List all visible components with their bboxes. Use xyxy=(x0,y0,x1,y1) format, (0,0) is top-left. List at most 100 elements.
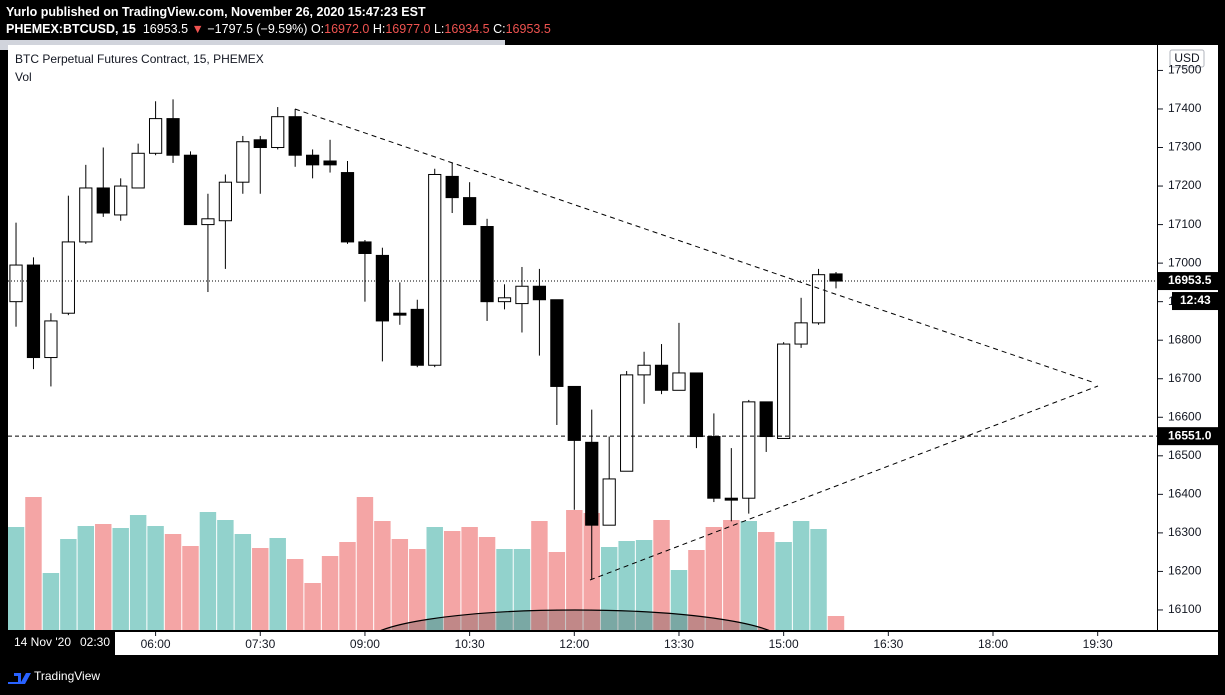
candle-body xyxy=(445,175,459,199)
last: 16953.5 xyxy=(142,22,189,36)
volume-label: Vol xyxy=(15,70,32,84)
volume-bar xyxy=(478,537,496,630)
candle-body xyxy=(44,320,58,359)
volume-bar xyxy=(531,521,548,630)
ohlc-label: O: xyxy=(310,22,325,36)
date-box xyxy=(8,632,115,655)
logo xyxy=(8,673,31,684)
volume-bar xyxy=(810,529,827,630)
candle-body xyxy=(148,118,163,154)
chart-title: BTC Perpetual Futures Contract, 15, PHEM… xyxy=(15,52,264,66)
y-tick-label: 16700 xyxy=(1168,371,1202,385)
candle-body xyxy=(114,185,128,216)
y-tick-label: 16400 xyxy=(1168,487,1202,501)
candle-body xyxy=(79,187,93,243)
candle-body xyxy=(497,297,512,303)
candle-body xyxy=(271,116,285,149)
volume-bar xyxy=(635,540,653,630)
candle-body xyxy=(323,160,337,166)
volume-bar xyxy=(827,616,845,630)
volume-bar xyxy=(339,542,356,630)
candle-body xyxy=(567,385,581,441)
ohlc-value: 16972.0 xyxy=(324,22,370,36)
volume-bar xyxy=(653,520,670,630)
ohlc-value: 16934.5 xyxy=(444,22,490,36)
volume-bar xyxy=(740,521,757,630)
x-tick-label: 13:30 xyxy=(664,637,694,651)
currency-box[interactable] xyxy=(1169,49,1205,68)
ohlc-label: L: xyxy=(433,22,445,36)
candle-body xyxy=(759,401,773,438)
candle-body xyxy=(777,343,791,439)
volume-bar xyxy=(461,527,478,630)
candle-body xyxy=(236,141,250,183)
volume-bar xyxy=(199,512,217,630)
volume-bar xyxy=(705,527,723,630)
publisher: Yurlo published on TradingView.com, Nove… xyxy=(6,5,426,19)
volume-bar xyxy=(234,534,252,630)
candle-body xyxy=(61,241,75,314)
y-tick-label: 16500 xyxy=(1168,448,1202,462)
volume-bar xyxy=(304,583,321,630)
brand: TradingView xyxy=(34,669,100,683)
candle-body xyxy=(620,374,634,472)
volume-bar xyxy=(600,547,618,630)
volume-bar xyxy=(252,548,269,630)
candle-body xyxy=(480,226,494,303)
y-tick-label: 16800 xyxy=(1168,332,1202,346)
candle-body xyxy=(672,372,686,391)
candle-body xyxy=(166,118,180,156)
volume-bar xyxy=(566,510,583,630)
start-time: 02:30 xyxy=(80,635,110,649)
y-tick-label: 17300 xyxy=(1168,140,1202,154)
candle-body xyxy=(829,273,843,282)
x-tick-label: 09:00 xyxy=(350,637,380,651)
volume-bar xyxy=(8,527,25,630)
candle-body xyxy=(375,254,389,322)
volume-bar xyxy=(513,549,531,630)
volume-bar xyxy=(496,549,513,630)
volume-bar xyxy=(409,549,426,630)
ellipse-drawing xyxy=(380,609,770,630)
volume-bar xyxy=(374,521,391,630)
y-tick-label: 17400 xyxy=(1168,101,1202,115)
candle-body xyxy=(358,241,372,254)
candle-body xyxy=(585,441,599,526)
ohlc-label: H: xyxy=(372,22,386,36)
candle-body xyxy=(637,364,651,376)
candle-body xyxy=(9,264,23,303)
currency: USD xyxy=(1174,51,1200,65)
volume-bar xyxy=(60,539,77,630)
trend-line xyxy=(589,385,1099,581)
volume-bar xyxy=(757,532,775,630)
volume-bar xyxy=(25,497,42,630)
candle-body xyxy=(707,436,721,499)
ohlc: O:16972.0 H:16977.0 L:16934.5 C:16953.5 xyxy=(311,22,551,36)
volume-bar xyxy=(95,524,112,630)
volume-bar xyxy=(426,527,443,630)
trend-line xyxy=(294,108,1096,384)
candle-body xyxy=(550,299,564,387)
candle-body xyxy=(393,312,407,316)
y-tick-label: 17500 xyxy=(1168,63,1202,77)
volume-bar xyxy=(129,515,147,630)
candles xyxy=(9,99,843,580)
candle-body xyxy=(654,364,669,391)
volume-bar xyxy=(443,531,461,630)
y-tick-label: 17100 xyxy=(1168,217,1202,231)
volume-bar xyxy=(147,526,164,630)
candle-body xyxy=(26,264,41,359)
candle-body xyxy=(724,497,738,501)
volume-bar xyxy=(723,520,740,630)
y-tick-label: 17000 xyxy=(1168,255,1202,269)
candle-body xyxy=(602,478,616,526)
y-tick-label: 16600 xyxy=(1168,409,1202,423)
x-tick-label: 10:30 xyxy=(455,637,485,651)
candle-body xyxy=(463,197,477,226)
x-tick-label: 16:30 xyxy=(873,637,903,651)
x-tick-label: 18:00 xyxy=(978,637,1008,651)
volume-bar xyxy=(77,526,95,630)
candle-body xyxy=(96,187,110,214)
